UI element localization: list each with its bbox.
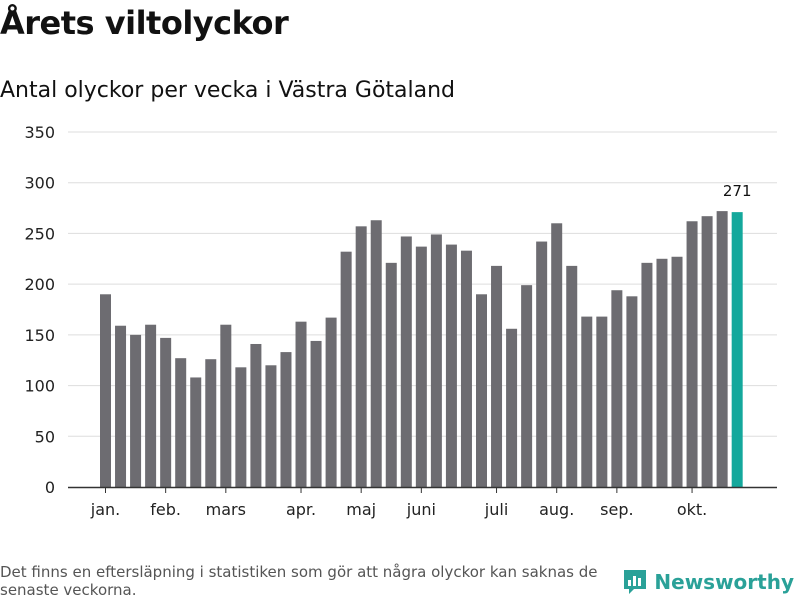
bar bbox=[611, 290, 623, 487]
bar bbox=[295, 321, 307, 487]
footnote: Det finns en eftersläpning i statistiken… bbox=[0, 563, 598, 599]
y-tick-label: 350 bbox=[24, 123, 55, 142]
bar bbox=[220, 324, 232, 487]
x-tick-label: apr. bbox=[286, 500, 316, 519]
bar bbox=[100, 294, 111, 487]
bar bbox=[250, 343, 262, 487]
bar bbox=[415, 246, 427, 487]
newsworthy-logo: Newsworthy bbox=[622, 568, 794, 596]
y-tick-label: 0 bbox=[45, 478, 55, 497]
x-tick-label: juni bbox=[406, 500, 436, 519]
bar bbox=[551, 223, 563, 488]
bar bbox=[686, 221, 698, 487]
y-tick-label: 200 bbox=[24, 275, 55, 294]
bar bbox=[160, 337, 172, 487]
bar bbox=[596, 316, 608, 487]
bar-chart: 0 50 100 150 200 250 300 350 jan. feb. mars apr. maj… bbox=[24, 123, 777, 519]
x-tick-label: mars bbox=[206, 500, 246, 519]
bar bbox=[581, 316, 593, 487]
x-tick-label: juli bbox=[484, 500, 508, 519]
bar bbox=[566, 265, 578, 487]
bar bbox=[385, 262, 397, 487]
bar bbox=[536, 241, 548, 487]
bar bbox=[506, 328, 518, 487]
bar bbox=[701, 216, 713, 487]
chart-title: Årets viltolyckor bbox=[0, 4, 289, 42]
bar bbox=[115, 325, 127, 487]
y-tick-label: 150 bbox=[24, 326, 55, 345]
bar bbox=[235, 367, 247, 487]
x-tick-label: feb. bbox=[150, 500, 181, 519]
bar bbox=[430, 234, 442, 487]
x-tick-label: sep. bbox=[600, 500, 633, 519]
x-tick-label: aug. bbox=[539, 500, 574, 519]
x-tick-label: maj bbox=[346, 500, 376, 519]
bar bbox=[205, 359, 217, 487]
bar bbox=[370, 220, 382, 487]
bar bbox=[280, 352, 292, 487]
x-tick-label: okt. bbox=[677, 500, 707, 519]
bar bbox=[445, 244, 457, 487]
y-tick-label: 100 bbox=[24, 377, 55, 396]
bar bbox=[355, 226, 367, 488]
newsworthy-logo-icon bbox=[624, 570, 647, 594]
bar bbox=[325, 317, 337, 487]
bar-current-week bbox=[731, 212, 743, 487]
bar bbox=[145, 324, 157, 487]
y-tick-label: 300 bbox=[24, 174, 55, 193]
data-label: 271 bbox=[723, 182, 752, 200]
y-tick-label: 50 bbox=[35, 427, 55, 446]
bar bbox=[175, 358, 187, 487]
bar bbox=[656, 258, 668, 487]
chart-subtitle: Antal olyckor per vecka i Västra Götalan… bbox=[0, 78, 456, 103]
bar bbox=[626, 296, 638, 487]
bar bbox=[265, 365, 277, 487]
bar bbox=[460, 250, 472, 487]
bar bbox=[476, 294, 487, 487]
y-tick-label: 250 bbox=[24, 224, 55, 243]
bar bbox=[671, 256, 683, 487]
bar bbox=[340, 251, 352, 487]
bar bbox=[641, 262, 653, 487]
bar bbox=[130, 334, 142, 487]
bar bbox=[400, 236, 412, 487]
bar bbox=[310, 340, 322, 487]
x-tick-label: jan. bbox=[90, 500, 120, 519]
bar bbox=[491, 265, 503, 487]
bar bbox=[190, 377, 202, 487]
bar bbox=[716, 211, 728, 487]
brand-name: Newsworthy bbox=[654, 570, 794, 594]
bar bbox=[521, 285, 533, 487]
